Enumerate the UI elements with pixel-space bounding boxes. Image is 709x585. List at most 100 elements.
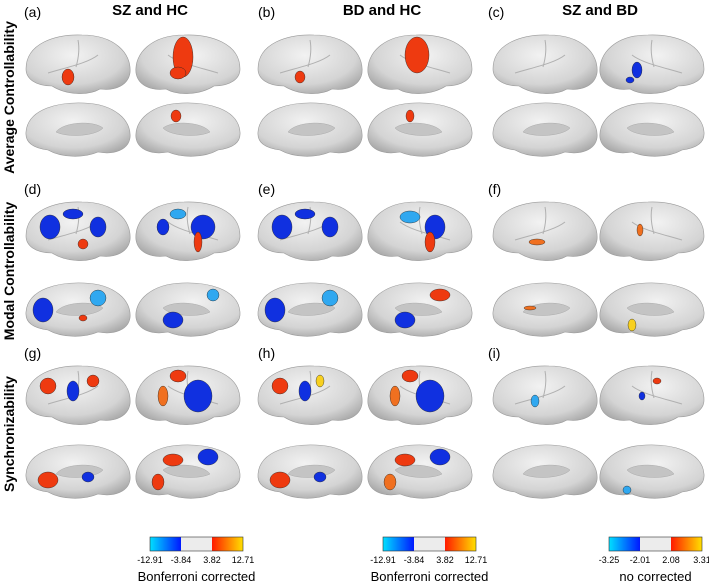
colorbar-tick: 12.71 [232, 555, 255, 565]
activation [315, 374, 325, 388]
activation [415, 379, 445, 413]
brain [25, 34, 131, 94]
activation [424, 231, 436, 253]
activation [169, 66, 187, 80]
corpus-callosum [162, 122, 211, 136]
brain [599, 201, 705, 261]
activation [625, 76, 635, 84]
activation [170, 109, 182, 123]
activation [89, 216, 107, 238]
column-title: SZ and HC [112, 2, 188, 19]
brain [492, 102, 598, 157]
brain [367, 365, 473, 425]
activation [530, 394, 540, 408]
row-label: Modal Controllability [1, 202, 17, 341]
colorbar-neutral [640, 537, 671, 551]
colorbar-positive [445, 537, 476, 551]
sulcus [514, 370, 566, 405]
panel: (h) [257, 345, 473, 499]
brain [367, 282, 473, 337]
corpus-callosum [626, 302, 675, 316]
activation [294, 70, 306, 84]
colorbar-frame [608, 536, 703, 552]
sulcus [514, 39, 566, 74]
brain [257, 201, 363, 261]
sulcus [399, 206, 451, 241]
activation [313, 471, 327, 483]
activation [638, 391, 646, 401]
brain [367, 102, 473, 157]
brain [492, 444, 598, 499]
panel-label: (b) [258, 4, 275, 20]
panel: (f) [488, 181, 705, 337]
activation [528, 238, 546, 246]
brain [492, 201, 598, 261]
activation [61, 68, 75, 86]
activation [78, 314, 88, 322]
activation [399, 210, 421, 224]
corpus-callosum [162, 464, 211, 478]
colorbar-tick: 3.82 [436, 555, 454, 565]
brain [257, 365, 363, 425]
activation [206, 288, 220, 302]
brain [25, 444, 131, 499]
corpus-callosum [626, 122, 675, 136]
activation [89, 289, 107, 307]
brain [25, 102, 131, 157]
colorbar-tick: -3.84 [404, 555, 425, 565]
activation [156, 218, 170, 236]
brain [257, 444, 363, 499]
brain [599, 365, 705, 425]
activation [86, 374, 100, 388]
brain [599, 102, 705, 157]
brain [599, 444, 705, 499]
colorbar: -12.91 -3.84 3.82 12.71 Bonferroni corrected [370, 536, 488, 584]
panel: (b) [257, 4, 473, 157]
colorbar-tick: -12.91 [137, 555, 163, 565]
brain [135, 365, 241, 425]
colorbar-caption: Bonferroni corrected [138, 569, 256, 584]
colorbar-frame [149, 536, 244, 552]
corpus-callosum [287, 122, 336, 136]
activation [429, 448, 451, 466]
brain [367, 201, 473, 261]
activation [627, 318, 637, 332]
activation [77, 238, 89, 250]
panel-label: (e) [258, 181, 275, 197]
activation [631, 61, 643, 79]
corpus-callosum [522, 302, 571, 316]
activation [183, 379, 213, 413]
brain [367, 444, 473, 499]
activation [190, 214, 216, 240]
brain [492, 282, 598, 337]
activation [321, 216, 339, 238]
activation [389, 385, 401, 407]
colorbar-tick: 3.31 [693, 555, 709, 565]
corpus-callosum [287, 302, 336, 316]
sulcus [167, 206, 219, 241]
row-label: Average Controllability [1, 21, 17, 174]
activation [294, 208, 316, 220]
colorbar-tick: -12.91 [370, 555, 396, 565]
activation [169, 369, 187, 383]
colorbar: -12.91 -3.84 3.82 12.71 Bonferroni corrected [137, 536, 256, 584]
colorbar-negative [150, 537, 181, 551]
activation [81, 471, 95, 483]
activation [622, 485, 632, 495]
brain [25, 201, 131, 261]
activation [39, 214, 61, 240]
colorbar-positive [212, 537, 243, 551]
row-label: Synchronizability [1, 376, 17, 492]
brain [492, 365, 598, 425]
brain [492, 34, 598, 94]
sulcus [631, 39, 683, 74]
activation [193, 231, 203, 253]
colorbar-tick: 3.82 [203, 555, 221, 565]
brain [257, 102, 363, 157]
colorbar-tick: 12.71 [465, 555, 488, 565]
colorbar-positive [671, 537, 702, 551]
panel-label: (g) [24, 345, 41, 361]
brain [135, 444, 241, 499]
